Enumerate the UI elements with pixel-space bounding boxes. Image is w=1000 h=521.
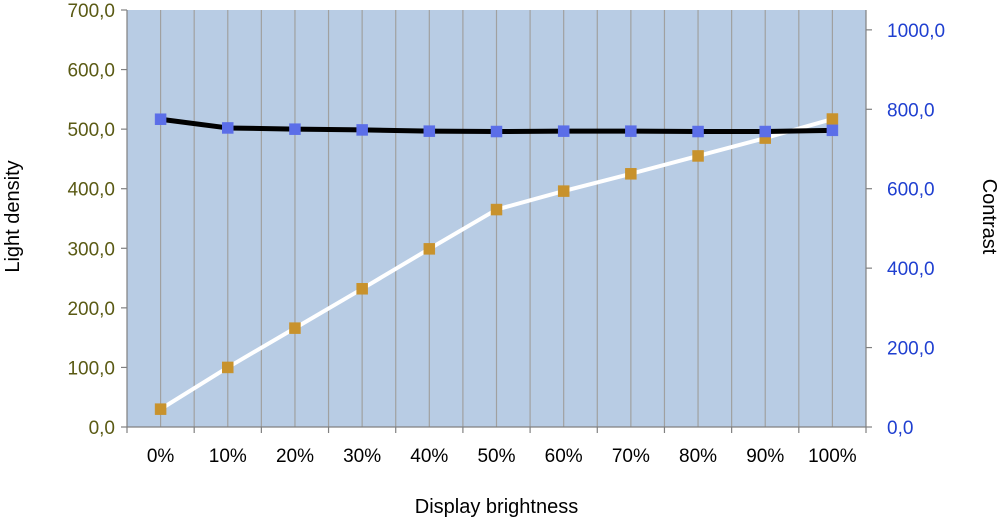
y-tick-label-left: 100,0 xyxy=(67,358,115,379)
data-point-contrast xyxy=(289,123,301,135)
gridlines xyxy=(159,10,834,427)
x-tick-label: 100% xyxy=(808,446,857,467)
data-point-light-density xyxy=(356,283,368,295)
x-tick-label: 0% xyxy=(147,446,175,467)
y-tick-label-right: 1000,0 xyxy=(887,21,945,42)
y-tick-label-right: 800,0 xyxy=(887,100,935,121)
data-point-contrast xyxy=(423,125,436,137)
y-tick-label-left: 400,0 xyxy=(67,180,115,201)
data-point-light-density xyxy=(826,113,839,125)
y-tick-label-right: 400,0 xyxy=(887,259,935,280)
data-point-contrast xyxy=(154,113,167,125)
y-tick-label-left: 0,0 xyxy=(89,418,115,439)
data-point-light-density xyxy=(625,168,637,180)
data-point-light-density xyxy=(222,361,234,374)
x-axis-title: Display brightness xyxy=(415,496,578,518)
data-point-contrast xyxy=(557,125,570,137)
data-point-light-density xyxy=(490,203,503,216)
y-tick-label-right: 600,0 xyxy=(887,180,935,201)
data-point-light-density xyxy=(423,243,436,255)
data-point-light-density xyxy=(154,403,167,415)
axes xyxy=(121,9,872,433)
x-tick-label: 60% xyxy=(545,446,583,467)
y-tick-label-left: 700,0 xyxy=(67,1,115,22)
tick-labels: 0,0 100,0 200,0 300,0 400,0 500,0 600,0 700,0 0,… xyxy=(67,1,945,467)
series-layer xyxy=(154,113,839,415)
y-tick-label-left: 500,0 xyxy=(67,120,115,141)
x-tick-label: 40% xyxy=(410,446,448,467)
y-tick-label-right: 200,0 xyxy=(887,339,935,360)
y-axis-left-title: Light density xyxy=(2,160,24,272)
x-tick-label: 80% xyxy=(679,446,717,467)
y-tick-label-left: 200,0 xyxy=(67,299,115,320)
x-tick-label: 30% xyxy=(343,446,381,467)
data-point-light-density xyxy=(289,322,301,334)
y-axis-right-title: Contrast xyxy=(978,179,1000,255)
data-point-contrast xyxy=(490,125,503,138)
x-tick-label: 20% xyxy=(276,446,314,467)
data-point-contrast xyxy=(759,125,771,138)
data-point-light-density xyxy=(557,185,570,197)
x-tick-label: 50% xyxy=(477,446,515,467)
y-tick-label-left: 300,0 xyxy=(67,239,115,260)
x-tick-label: 90% xyxy=(746,446,784,467)
data-point-contrast xyxy=(356,124,368,136)
y-tick-label-right: 0,0 xyxy=(887,418,913,439)
data-point-contrast xyxy=(222,122,234,134)
y-tick-label-left: 600,0 xyxy=(67,61,115,82)
x-tick-label: 70% xyxy=(612,446,650,467)
data-point-light-density xyxy=(692,150,704,162)
data-point-contrast xyxy=(692,125,704,138)
data-point-contrast xyxy=(625,125,637,137)
x-tick-label: 10% xyxy=(209,446,247,467)
data-point-contrast xyxy=(826,124,839,137)
